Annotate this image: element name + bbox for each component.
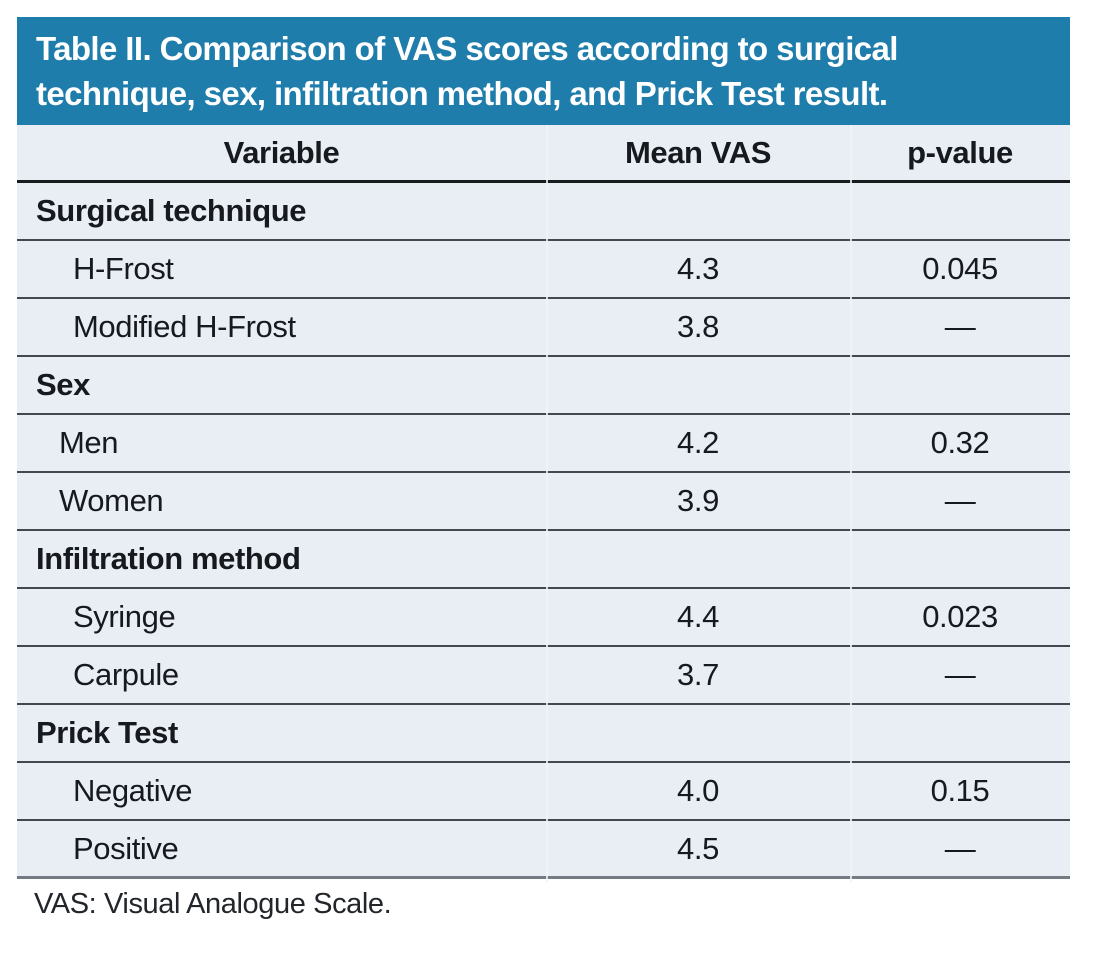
section-row-infiltration-method: Infiltration method [17,531,1070,589]
table-title-line-2: technique, sex, infiltration method, and… [36,75,888,112]
mean-vas-value: 4.2 [546,415,850,473]
mean-vas-value: 3.9 [546,473,850,531]
section-header: Sex [17,357,1070,415]
row-label: H-Frost [17,241,546,299]
section-header: Infiltration method [17,531,1070,589]
mean-vas-value: 4.4 [546,589,850,647]
p-value: 0.15 [850,763,1070,821]
mean-vas-value: 4.3 [546,241,850,299]
table-row-modified-h-frost: Modified H-Frost 3.8 — [17,299,1070,357]
table-title-bar: Table II. Comparison of VAS scores accor… [17,17,1070,125]
table-row-syringe: Syringe 4.4 0.023 [17,589,1070,647]
column-divider-1 [546,125,548,882]
table-row-positive: Positive 4.5 — [17,821,1070,879]
vas-comparison-table: Variable Mean VAS p-value Surgical techn… [17,125,1070,879]
mean-vas-value: 3.8 [546,299,850,357]
section-row-sex: Sex [17,357,1070,415]
table-row-men: Men 4.2 0.32 [17,415,1070,473]
p-value: — [850,647,1070,705]
p-value: — [850,821,1070,879]
section-header: Prick Test [17,705,1070,763]
table-figure: Table II. Comparison of VAS scores accor… [17,17,1070,921]
mean-vas-value: 3.7 [546,647,850,705]
mean-vas-value: 4.5 [546,821,850,879]
table-footnote: VAS: Visual Analogue Scale. [34,888,392,920]
p-value: — [850,473,1070,531]
table-row-carpule: Carpule 3.7 — [17,647,1070,705]
p-value: 0.32 [850,415,1070,473]
p-value: 0.023 [850,589,1070,647]
section-header: Surgical technique [17,183,1070,241]
table-row-h-frost: H-Frost 4.3 0.045 [17,241,1070,299]
row-label: Carpule [17,647,546,705]
p-value: 0.045 [850,241,1070,299]
row-label: Negative [17,763,546,821]
row-label: Positive [17,821,546,879]
column-header-p-value: p-value [850,125,1070,183]
mean-vas-value: 4.0 [546,763,850,821]
table-title-line-1: Table II. Comparison of VAS scores accor… [36,30,898,67]
table-row-negative: Negative 4.0 0.15 [17,763,1070,821]
row-label: Women [17,473,546,531]
section-row-surgical-technique: Surgical technique [17,183,1070,241]
column-header-mean-vas: Mean VAS [546,125,850,183]
column-header-row: Variable Mean VAS p-value [17,125,1070,183]
row-label: Syringe [17,589,546,647]
column-header-variable: Variable [17,125,546,183]
column-divider-2 [850,125,852,882]
section-row-prick-test: Prick Test [17,705,1070,763]
p-value: — [850,299,1070,357]
row-label: Modified H-Frost [17,299,546,357]
table-row-women: Women 3.9 — [17,473,1070,531]
row-label: Men [17,415,546,473]
